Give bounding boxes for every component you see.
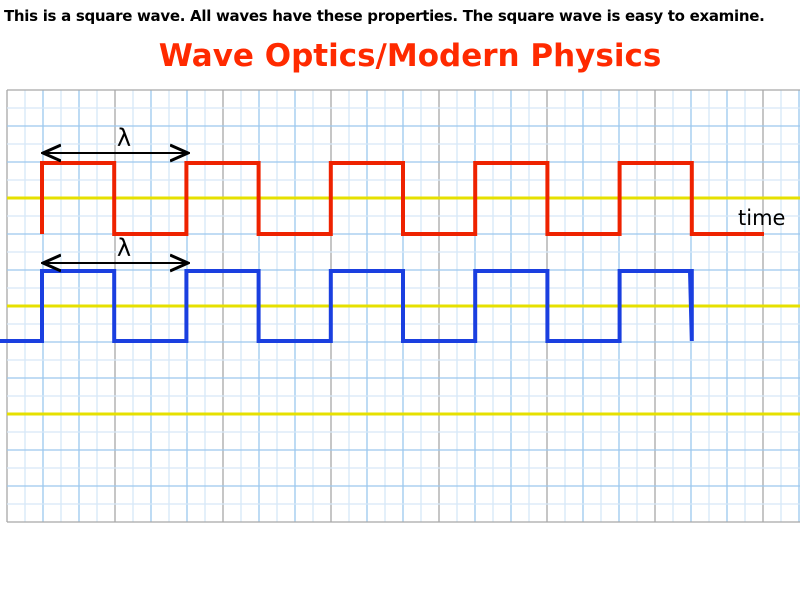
slide-title: Wave Optics/Modern Physics (158, 38, 662, 74)
intro-text: This is a square wave. All waves have th… (4, 7, 765, 25)
time-label: time (738, 206, 785, 230)
wavelength-label: λ (117, 234, 131, 262)
red-wave (40, 161, 764, 236)
blue-wave (0, 269, 694, 343)
wavelength-label: λ (117, 124, 131, 152)
